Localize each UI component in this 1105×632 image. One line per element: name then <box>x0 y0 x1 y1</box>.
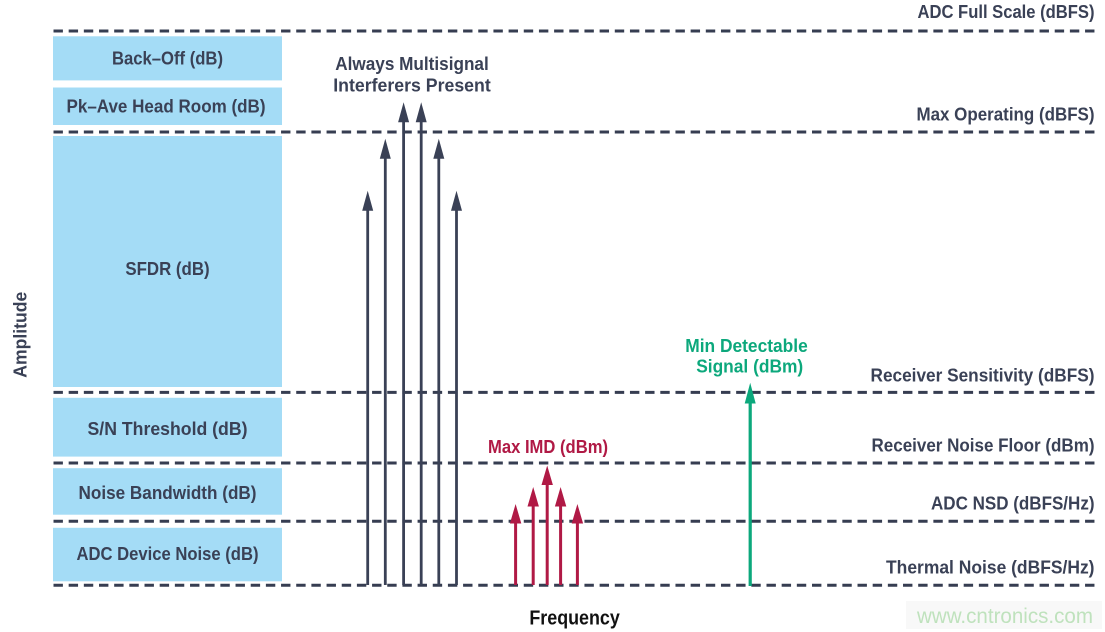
svg-text:ADC NSD (dBFS/Hz): ADC NSD (dBFS/Hz) <box>931 493 1095 513</box>
svg-text:Thermal Noise (dBFS/Hz): Thermal Noise (dBFS/Hz) <box>886 557 1095 577</box>
svg-text:Interferers Present: Interferers Present <box>333 76 491 96</box>
svg-text:Frequency: Frequency <box>529 608 620 630</box>
svg-text:ADC Device Noise (dB): ADC Device Noise (dB) <box>77 544 259 564</box>
svg-text:Min Detectable: Min Detectable <box>685 336 808 356</box>
svg-text:S/N Threshold (dB): S/N Threshold (dB) <box>88 419 248 439</box>
svg-text:Receiver Sensitivity (dBFS): Receiver Sensitivity (dBFS) <box>871 366 1095 386</box>
svg-text:Pk–Ave Head Room (dB): Pk–Ave Head Room (dB) <box>67 97 266 117</box>
svg-text:SFDR (dB): SFDR (dB) <box>125 259 209 279</box>
svg-text:www.cntronics.com: www.cntronics.com <box>916 605 1093 628</box>
svg-text:Noise Bandwidth (dB): Noise Bandwidth (dB) <box>79 483 257 503</box>
svg-text:ADC Full Scale (dBFS): ADC Full Scale (dBFS) <box>918 2 1095 22</box>
svg-text:Amplitude: Amplitude <box>10 292 30 378</box>
svg-text:Receiver Noise Floor (dBm): Receiver Noise Floor (dBm) <box>872 435 1095 455</box>
svg-text:Max Operating (dBFS): Max Operating (dBFS) <box>917 104 1095 124</box>
svg-text:Signal (dBm): Signal (dBm) <box>696 356 803 376</box>
svg-text:Max IMD (dBm): Max IMD (dBm) <box>488 437 608 457</box>
svg-text:Always Multisignal: Always Multisignal <box>335 54 489 74</box>
svg-text:Back–Off (dB): Back–Off (dB) <box>112 49 223 69</box>
